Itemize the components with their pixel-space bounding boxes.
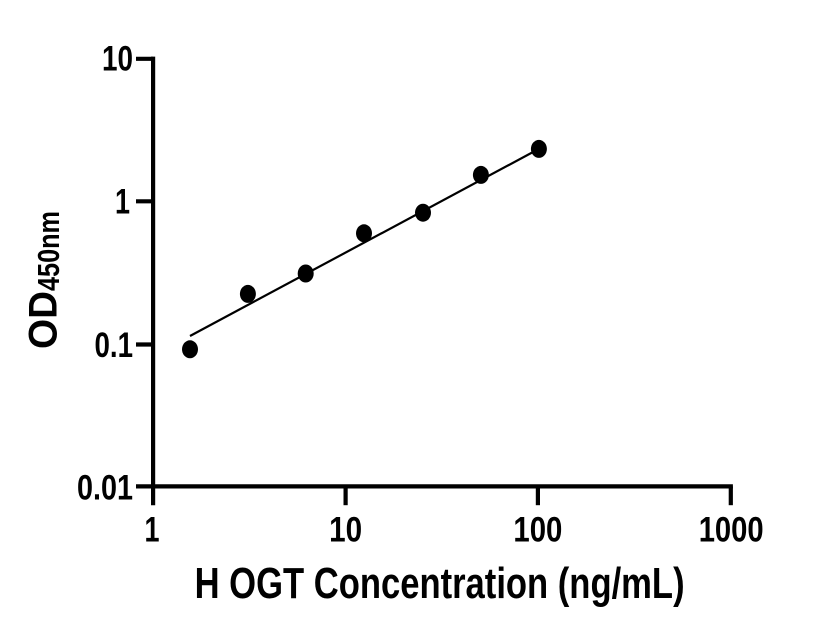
svg-text:450nm: 450nm <box>31 211 66 291</box>
svg-text:H OGT Concentration (ng/mL): H OGT Concentration (ng/mL) <box>195 559 685 608</box>
svg-text:100: 100 <box>513 511 562 550</box>
svg-text:OD: OD <box>22 291 66 349</box>
svg-text:10: 10 <box>329 511 362 550</box>
svg-text:10: 10 <box>102 39 133 78</box>
svg-text:1: 1 <box>115 183 130 222</box>
svg-text:0.1: 0.1 <box>95 326 134 365</box>
svg-text:0.01: 0.01 <box>77 469 133 508</box>
svg-text:1: 1 <box>145 511 160 550</box>
svg-text:1000: 1000 <box>699 511 764 550</box>
